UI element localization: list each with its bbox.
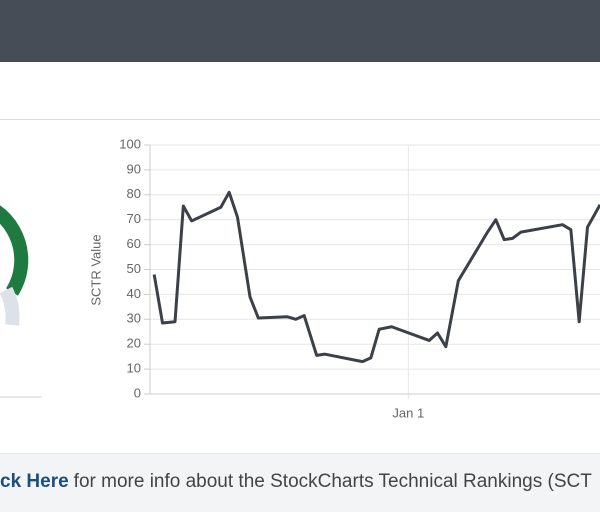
y-tick-label: 40 (127, 286, 141, 301)
y-tick-label: 50 (127, 261, 141, 276)
link[interactable]: ck Here (0, 471, 69, 492)
chart: SCTR Value 0 10 20 30 40 50 60 70 80 90 100 Jan 1 (0, 136, 600, 420)
line (152, 190, 600, 364)
footer-text: for more info about the StockCharts Tech… (73, 471, 592, 492)
y-tick-label: 10 (127, 361, 141, 376)
top-bar (0, 0, 600, 62)
footer: ck Here for more info about the StockChar… (0, 453, 600, 512)
gauge-track (0, 286, 20, 326)
y-tick-label: 60 (127, 236, 141, 251)
y-tick-label: 90 (127, 161, 141, 176)
y-tick-label: 80 (127, 186, 141, 201)
y-tick-label: 100 (119, 136, 141, 151)
y-tick-label: 30 (127, 311, 141, 326)
x-tick-label: Jan 1 (392, 405, 424, 420)
y-axis-label: SCTR Value (88, 234, 103, 305)
y-tick-label: 20 (127, 336, 141, 351)
y-tick-label: 0 (134, 385, 141, 400)
divider (0, 119, 600, 120)
gauge-arc (0, 205, 29, 296)
y-tick-label: 70 (127, 211, 141, 226)
